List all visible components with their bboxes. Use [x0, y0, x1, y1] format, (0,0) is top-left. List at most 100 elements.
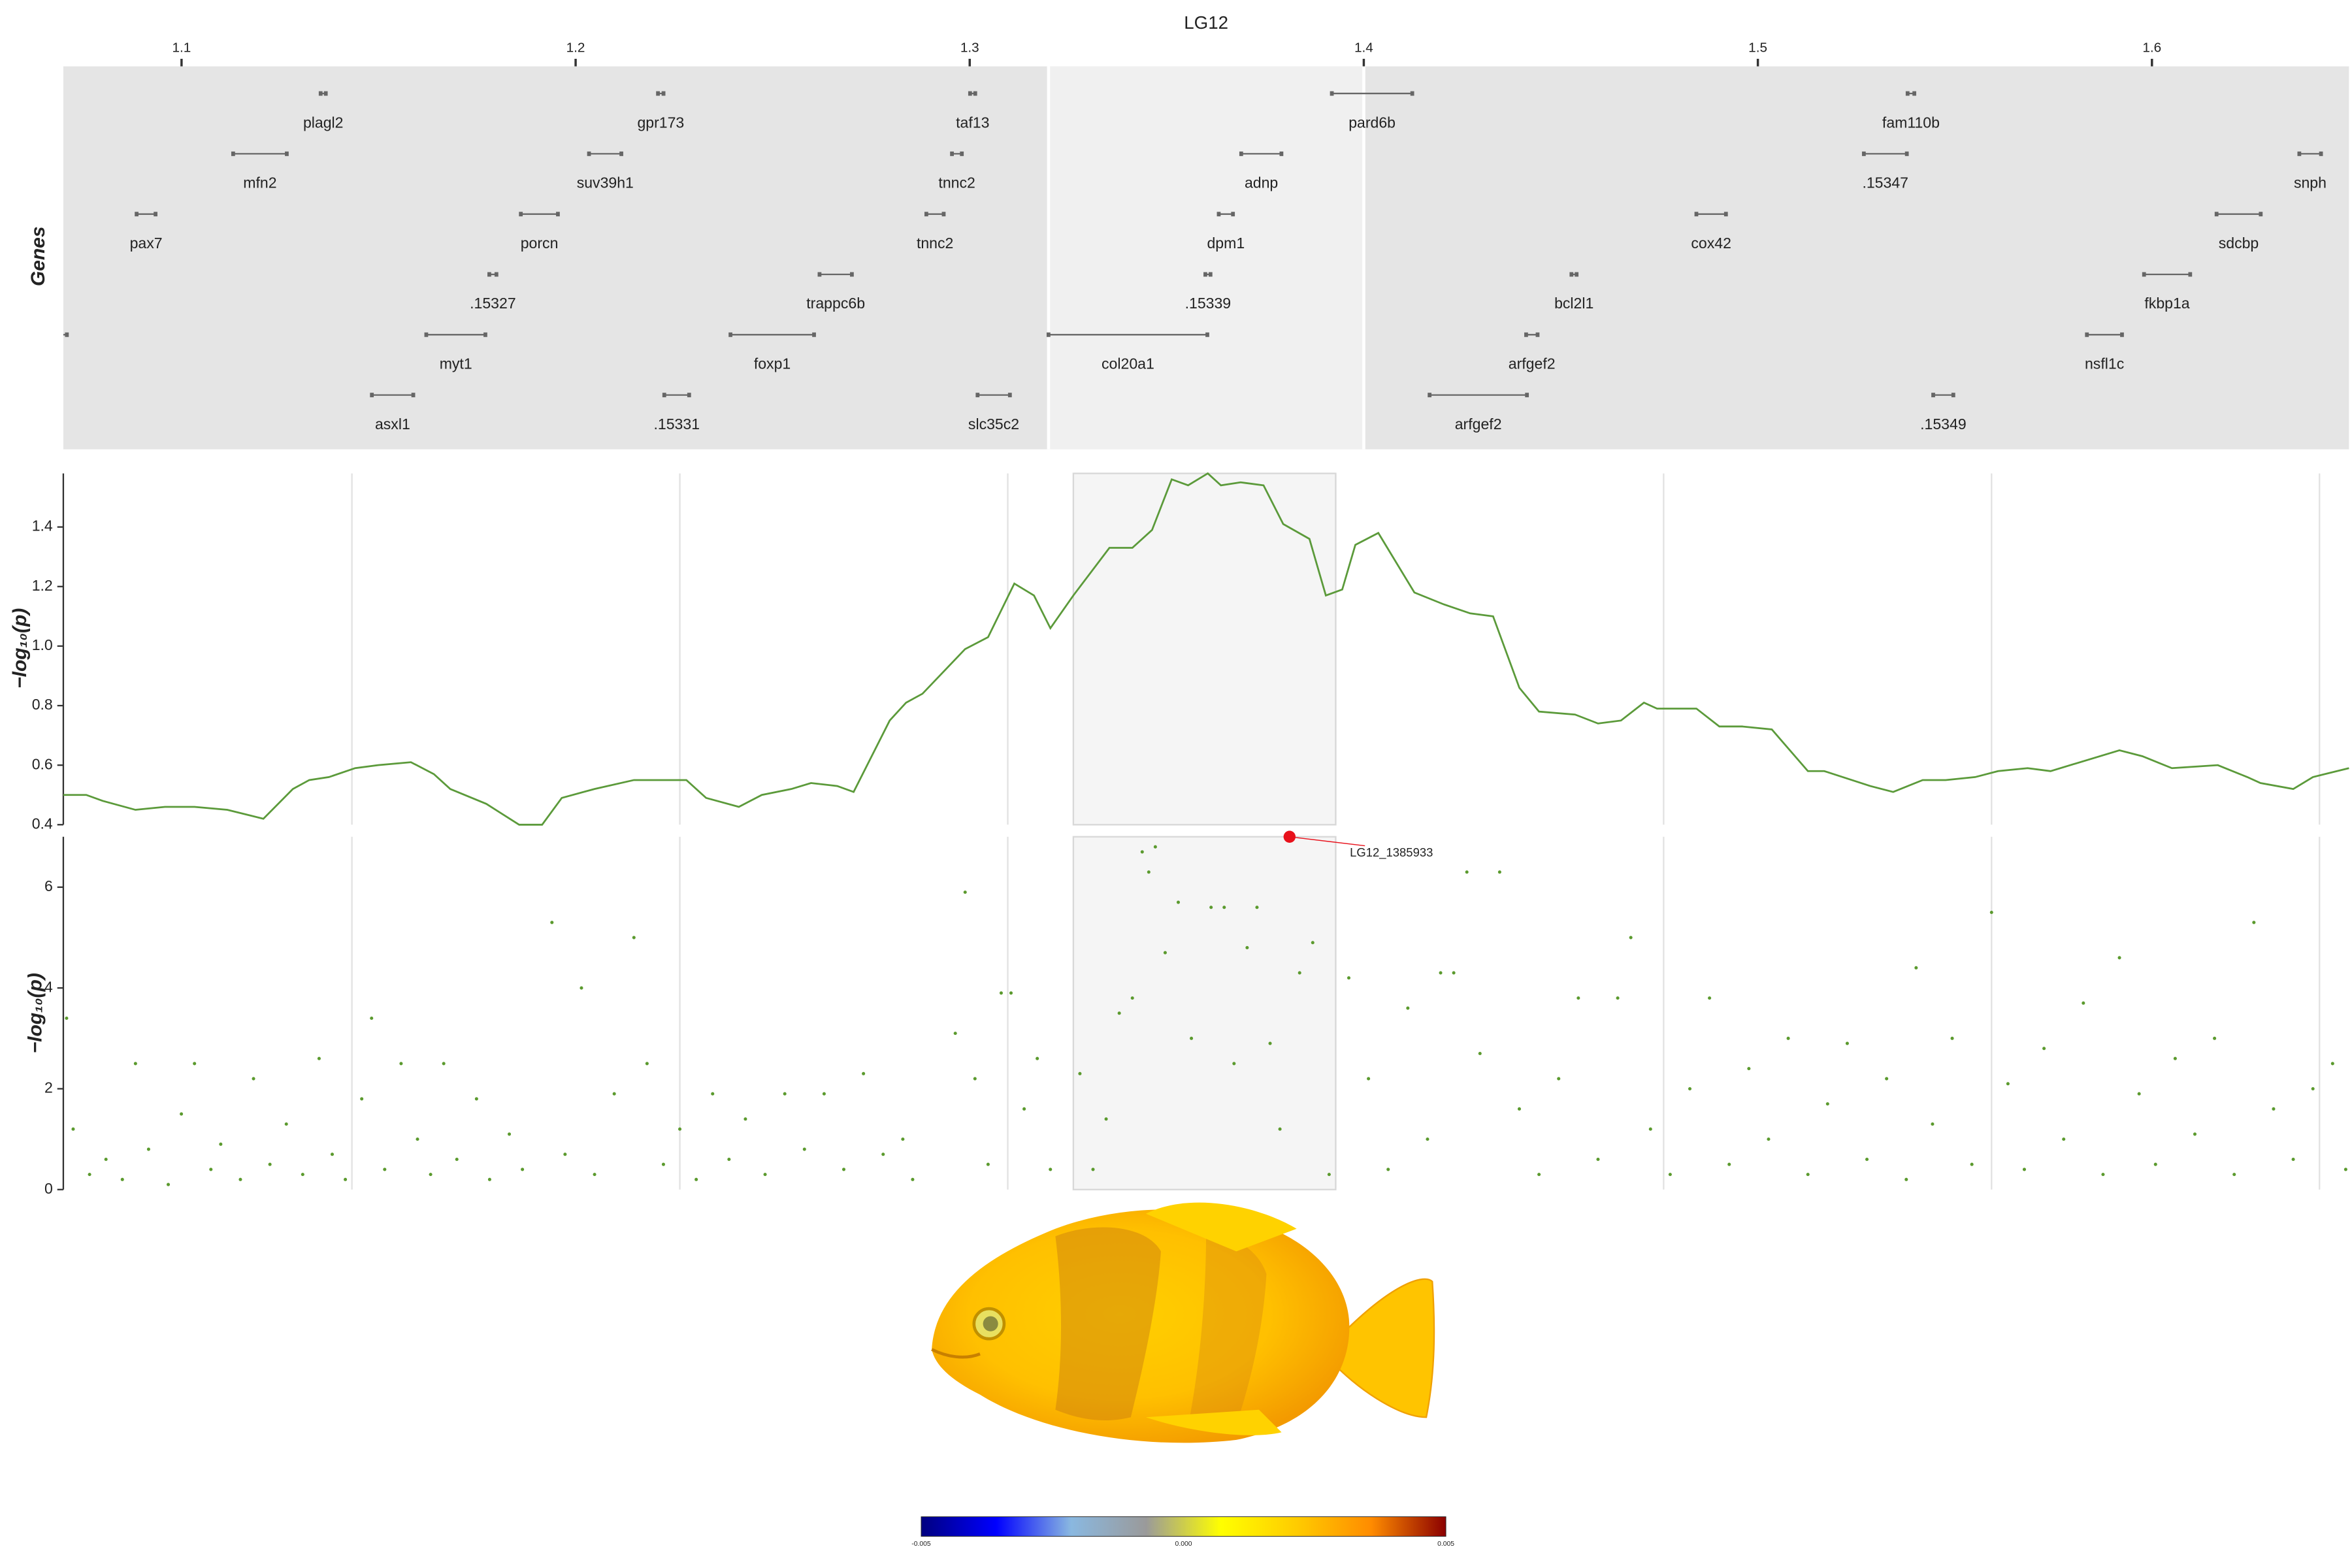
gene-exon [1575, 272, 1579, 277]
y-tick-label: 1.2 [32, 577, 53, 594]
point [1576, 996, 1580, 1000]
y-tick-label: 2 [44, 1079, 53, 1096]
gene-exon [135, 212, 139, 217]
point [580, 986, 583, 990]
gene-exon [1205, 332, 1209, 337]
point [268, 1162, 272, 1166]
point [953, 1032, 957, 1036]
gene-label: foxp1 [754, 355, 791, 372]
gene-label: asxl1 [375, 416, 410, 433]
gene-exon [850, 272, 854, 277]
point [104, 1157, 108, 1162]
point [65, 1016, 69, 1021]
point [1648, 1127, 1652, 1131]
point [508, 1132, 512, 1136]
gene-exon [619, 151, 623, 156]
gene-exon [1428, 393, 1432, 398]
point [1786, 1036, 1790, 1040]
point [911, 1177, 915, 1181]
point [1806, 1173, 1810, 1177]
point [612, 1092, 616, 1096]
gene-exon [1217, 212, 1221, 217]
point [1914, 966, 1918, 970]
gene-exon [1905, 91, 1910, 96]
x-tick-label: 1.1 [172, 40, 191, 55]
gene-exon [728, 332, 732, 337]
point [252, 1077, 255, 1081]
colorbar-tick-label: -0.005 [911, 1541, 931, 1548]
highlight-point [1283, 830, 1296, 843]
point [360, 1097, 364, 1101]
gene-exon [975, 393, 980, 398]
point [550, 921, 554, 924]
point [1825, 1102, 1829, 1106]
gene-label: arfgef2 [1455, 416, 1502, 433]
point [317, 1056, 321, 1060]
y-tick-label: 6 [44, 877, 53, 894]
point [2252, 921, 2256, 924]
gene-exon [1904, 151, 1909, 156]
gene-exon [662, 393, 666, 398]
gene-exon [2259, 212, 2263, 217]
point [2082, 1001, 2085, 1005]
point [2042, 1047, 2046, 1051]
point [1426, 1137, 1429, 1141]
gene-group: plagl2 gpr173 taf13 pard6b fam110b mfn2 suv39h… [63, 91, 2327, 433]
gene-exon [556, 212, 560, 217]
point [1767, 1137, 1771, 1141]
point [1668, 1173, 1672, 1177]
highlight-region [1072, 472, 1337, 826]
gene-exon [1525, 393, 1529, 398]
gene-label: cox42 [1691, 235, 1731, 252]
gene-exon [812, 332, 816, 337]
point [455, 1157, 459, 1162]
point [2311, 1086, 2315, 1091]
gene-exon [924, 212, 928, 217]
point [694, 1177, 698, 1181]
point [146, 1147, 150, 1151]
gene-exon [65, 332, 69, 337]
point [133, 1062, 137, 1066]
point [1497, 870, 1501, 874]
gene-label: tnnc2 [917, 235, 953, 252]
point [881, 1152, 885, 1156]
point [88, 1173, 91, 1177]
gene-exon [950, 151, 954, 156]
point [1078, 1071, 1082, 1075]
point [632, 936, 636, 939]
point [1130, 996, 1134, 1000]
y-axis-title: −log₁₀(p) [24, 973, 46, 1053]
point [1989, 910, 1993, 915]
gene-exon [1410, 91, 1414, 96]
point [2062, 1137, 2066, 1141]
gene-exon [817, 272, 822, 277]
gene-label: plagl2 [303, 114, 344, 131]
point [1406, 1006, 1410, 1010]
point [2232, 1173, 2236, 1177]
point [344, 1177, 348, 1181]
point [416, 1137, 419, 1141]
point [711, 1092, 715, 1096]
gene-exon [2297, 151, 2302, 156]
point [399, 1062, 403, 1066]
point [1629, 936, 1633, 939]
point [727, 1157, 731, 1162]
gene-exon [487, 272, 491, 277]
gene-exon [941, 212, 946, 217]
gene-label: gpr173 [637, 114, 684, 131]
point [301, 1173, 304, 1177]
point [2272, 1107, 2276, 1111]
gene-label: mfn2 [243, 174, 276, 191]
y-tick-label: 1.4 [32, 517, 53, 534]
gene-exon [1330, 91, 1334, 96]
point [2213, 1036, 2217, 1040]
gene-exon [1279, 151, 1284, 156]
point [2006, 1082, 2010, 1086]
y-axis-title: Genes [27, 226, 49, 286]
point [963, 890, 967, 894]
gene-label: .15327 [470, 295, 516, 312]
gene-label: bcl2l1 [1554, 295, 1593, 312]
point [1970, 1162, 1974, 1166]
gene-label: porcn [521, 235, 559, 252]
point [1232, 1062, 1236, 1066]
